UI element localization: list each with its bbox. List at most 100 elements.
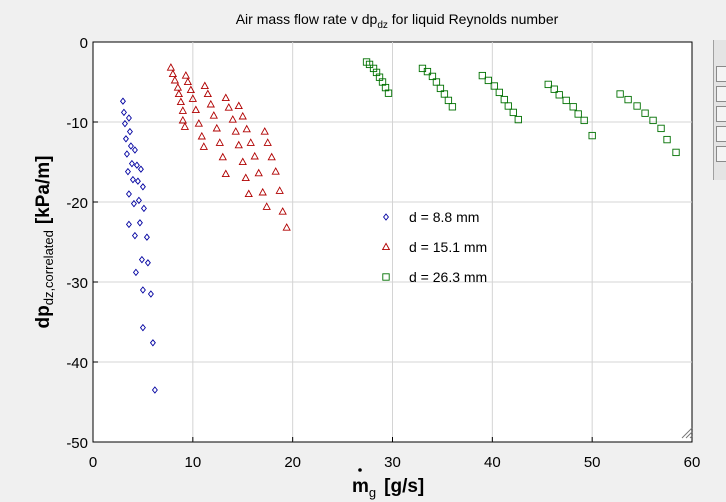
data-point bbox=[143, 233, 150, 241]
data-point bbox=[135, 196, 142, 205]
legend-label: d = 15.1 mm bbox=[409, 239, 487, 255]
data-point bbox=[250, 151, 259, 160]
data-point bbox=[203, 89, 212, 98]
y-tick-label: -50 bbox=[66, 435, 88, 452]
y-axis-title-base: dp bbox=[33, 305, 54, 328]
side-button-3[interactable] bbox=[716, 106, 726, 122]
data-point bbox=[126, 127, 133, 136]
x-tick-label: 60 bbox=[684, 454, 701, 471]
x-tick-label: 0 bbox=[89, 454, 97, 471]
side-button-5[interactable] bbox=[716, 146, 726, 162]
data-point bbox=[224, 103, 233, 111]
series-3 bbox=[362, 58, 680, 157]
data-point bbox=[282, 223, 291, 231]
data-point bbox=[191, 105, 200, 114]
data-point bbox=[147, 290, 154, 298]
data-point bbox=[132, 268, 139, 277]
side-button-2[interactable] bbox=[716, 86, 726, 102]
side-button-4[interactable] bbox=[716, 126, 726, 142]
resize-grip-icon[interactable] bbox=[680, 426, 693, 439]
data-point bbox=[234, 140, 243, 149]
axis-ticks: 0 10 20 30 40 50 60 0 -10 -20 -30 -40 -50 bbox=[66, 35, 700, 471]
legend: d = 8.8 mm d = 15.1 mm d = 26.3 mm bbox=[381, 209, 487, 285]
data-point bbox=[134, 177, 141, 185]
data-point bbox=[125, 114, 132, 122]
data-point bbox=[170, 75, 180, 84]
data-point bbox=[262, 202, 271, 210]
data-point bbox=[242, 124, 251, 133]
legend-label: d = 8.8 mm bbox=[409, 209, 479, 225]
data-point bbox=[139, 286, 146, 294]
data-point bbox=[448, 103, 457, 111]
data-point bbox=[633, 102, 641, 110]
data-point bbox=[271, 167, 280, 175]
data-point bbox=[178, 106, 188, 114]
chart-title: Air mass flow rate v dpdz for liquid Rey… bbox=[236, 11, 559, 31]
data-point bbox=[221, 93, 230, 102]
x-axis-title-dot bbox=[358, 468, 362, 472]
data-point bbox=[183, 77, 193, 86]
side-button-1[interactable] bbox=[716, 66, 726, 82]
data-point bbox=[176, 97, 186, 106]
data-point bbox=[574, 110, 582, 118]
data-point bbox=[514, 115, 522, 124]
data-point bbox=[258, 187, 267, 196]
data-point bbox=[212, 123, 221, 132]
data-point bbox=[490, 82, 498, 90]
data-point bbox=[624, 95, 632, 104]
legend-label: d = 26.3 mm bbox=[409, 269, 487, 285]
data-point bbox=[194, 119, 203, 127]
data-point bbox=[555, 91, 563, 99]
data-point bbox=[149, 339, 156, 347]
x-tick-label: 50 bbox=[584, 454, 601, 471]
data-point bbox=[127, 142, 134, 150]
data-point bbox=[138, 255, 145, 264]
data-point bbox=[215, 138, 224, 146]
data-point bbox=[544, 80, 552, 89]
data-point bbox=[166, 63, 176, 71]
data-point bbox=[500, 95, 508, 104]
data-point bbox=[137, 165, 144, 173]
x-tick-label: 20 bbox=[284, 454, 301, 471]
data-point bbox=[218, 152, 227, 161]
data-point bbox=[125, 220, 132, 229]
data-point bbox=[550, 85, 558, 93]
data-point bbox=[484, 76, 492, 85]
x-axis-title: mg [g/s] bbox=[352, 476, 424, 500]
data-point bbox=[275, 186, 284, 194]
data-point bbox=[130, 199, 137, 208]
x-axis-title-unit: [g/s] bbox=[384, 476, 424, 497]
data-point bbox=[423, 67, 432, 76]
data-point bbox=[384, 89, 393, 97]
legend-marker bbox=[383, 213, 389, 221]
data-point bbox=[672, 148, 680, 157]
data-point bbox=[278, 207, 287, 215]
data-point bbox=[260, 127, 269, 135]
legend-marker bbox=[382, 273, 390, 281]
data-point bbox=[199, 142, 208, 150]
data-point bbox=[241, 173, 250, 182]
data-point bbox=[186, 85, 195, 94]
data-point bbox=[238, 157, 247, 166]
y-axis-title-unit: [kPa/m] bbox=[33, 155, 54, 224]
legend-marker bbox=[381, 242, 391, 251]
data-point bbox=[173, 83, 183, 91]
data-point bbox=[436, 84, 445, 93]
data-point bbox=[569, 103, 577, 111]
data-point bbox=[131, 146, 138, 154]
data-point bbox=[209, 111, 218, 119]
data-point bbox=[562, 96, 570, 105]
data-point bbox=[181, 71, 191, 79]
data-point bbox=[588, 131, 596, 140]
grid bbox=[93, 42, 692, 442]
data-point bbox=[144, 259, 151, 267]
data-point bbox=[129, 175, 136, 184]
data-point bbox=[174, 89, 184, 98]
data-point bbox=[168, 69, 178, 78]
data-point bbox=[136, 219, 143, 227]
data-point bbox=[428, 72, 437, 81]
data-point bbox=[244, 189, 253, 198]
data-point bbox=[254, 168, 263, 177]
data-point bbox=[238, 111, 247, 120]
